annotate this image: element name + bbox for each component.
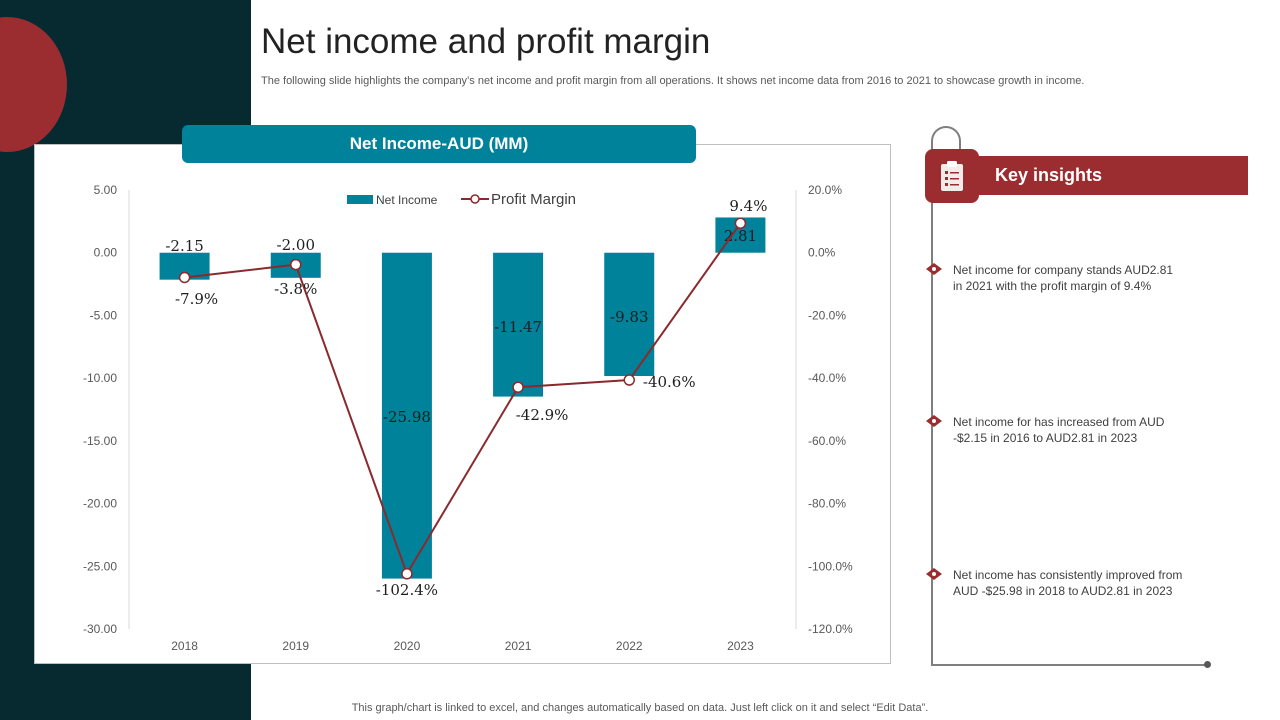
profit-margin-point: [290, 258, 302, 271]
insights-hanger: [931, 126, 961, 160]
right-axis-tick-label: 0.0%: [808, 246, 836, 260]
x-axis-tick-label: 2023: [727, 639, 754, 653]
net-income-data-label: 2.81: [724, 227, 757, 245]
legend-profit-margin-marker: [470, 194, 480, 204]
x-axis-tick-label: 2018: [171, 639, 198, 653]
insights-baseline: [931, 664, 1209, 666]
net-income-profit-margin-chart[interactable]: 5.00 0.00 -5.00 -10.00 -15.00 -20.00 -25.00 -30…: [0, 0, 900, 680]
profit-margin-point: [512, 381, 524, 393]
net-income-data-label: -2.15: [165, 237, 203, 255]
right-axis-tick-label: -60.0%: [808, 434, 846, 448]
x-axis-tick-label: 2022: [616, 639, 643, 653]
legend-net-income-label: Net Income: [376, 193, 438, 207]
page-subtitle: The following slide highlights the compa…: [261, 75, 1085, 87]
right-axis-tick-label: -80.0%: [808, 497, 846, 511]
profit-margin-data-label: -7.9%: [175, 290, 218, 308]
insight-item-1: Net income for company stands AUD2.81 in…: [953, 263, 1174, 293]
page-title: Net income and profit margin: [261, 22, 711, 61]
profit-margin-point: [734, 217, 747, 229]
net-income-data-label: -2.00: [277, 236, 315, 254]
right-axis-tick-label: -100.0%: [808, 559, 853, 573]
legend-profit-margin-label: Profit Margin: [491, 191, 576, 208]
profit-margin-data-label: -3.8%: [274, 280, 317, 298]
profit-margin-point: [401, 568, 413, 580]
insight-marker-icon: [926, 415, 942, 427]
footer-note: This graph/chart is linked to excel, and…: [351, 702, 929, 714]
profit-margin-point: [178, 271, 191, 284]
right-axis-tick-label: -20.0%: [808, 308, 846, 322]
left-axis-tick-label: -5.00: [90, 308, 118, 322]
left-axis-tick-label: -10.00: [83, 371, 117, 385]
insight-item-2: Net income for has increased from AUD -$…: [953, 415, 1165, 445]
insights-timeline: [931, 195, 933, 665]
left-axis-tick-label: -20.00: [83, 497, 117, 511]
net-income-bar: [381, 252, 432, 579]
x-axis-tick-label: 2019: [282, 639, 309, 653]
left-axis-tick-label: 0.00: [94, 246, 118, 260]
net-income-data-label: -11.47: [494, 318, 542, 336]
profit-margin-line: [184, 222, 742, 577]
x-axis-tick-label: 2021: [505, 639, 532, 653]
right-axis-tick-label: -40.0%: [808, 371, 846, 385]
net-income-data-label: -25.98: [383, 408, 431, 426]
net-income-data-label: -9.83: [610, 308, 648, 326]
net-income-bar: [493, 252, 544, 397]
profit-margin-data-label: 9.4%: [729, 197, 767, 215]
insight-marker-icon: [926, 263, 942, 275]
left-axis-tick-label: 5.00: [94, 183, 118, 197]
x-axis-tick-label: 2020: [394, 639, 421, 653]
left-axis-tick-label: -25.00: [83, 559, 117, 573]
legend-net-income-swatch: [347, 195, 373, 204]
profit-margin-data-label: -102.4%: [376, 581, 438, 599]
clipboard-checklist-icon: [941, 161, 963, 191]
right-axis-tick-label: 20.0%: [808, 183, 842, 197]
left-axis-tick-label: -15.00: [83, 434, 117, 448]
insights-icon-box: [925, 149, 979, 203]
insights-end-dot: [1204, 661, 1211, 668]
key-insights-header: Key insights: [979, 156, 1248, 195]
profit-margin-data-label: -42.9%: [516, 406, 569, 424]
left-axis-tick-label: -30.00: [83, 622, 117, 636]
profit-margin-point: [623, 374, 635, 386]
profit-margin-data-label: -40.6%: [643, 373, 696, 391]
insight-marker-icon: [926, 568, 942, 580]
right-axis-tick-label: -120.0%: [808, 622, 853, 636]
chart-header: Net Income-AUD (MM): [182, 125, 696, 163]
insight-item-3: Net income has consistently improved fro…: [953, 568, 1183, 598]
